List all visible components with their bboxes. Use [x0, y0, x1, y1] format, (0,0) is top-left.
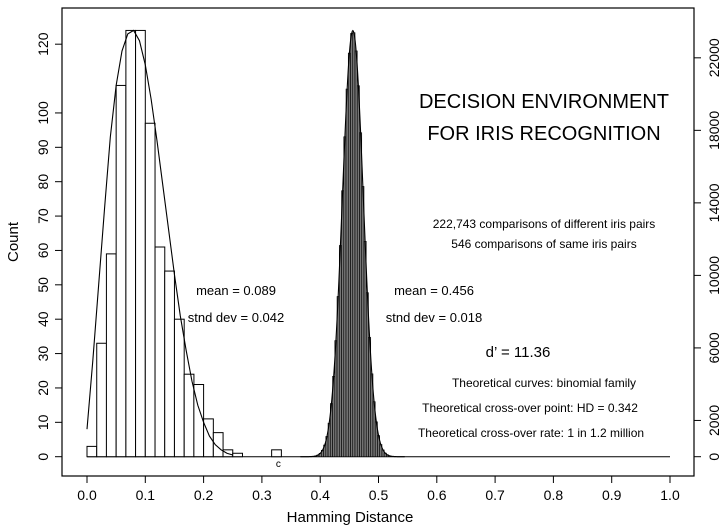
y-left-axis-ticks: 0 10 20 30 40 50 60 70 80 90 100 120 [35, 32, 62, 461]
same-mean-label: mean = 0.089 [196, 283, 276, 298]
chart-title-line1: DECISION ENVIRONMENT [419, 91, 669, 113]
same-iris-bar [164, 270, 175, 458]
y-right-tick-label: 2000 [706, 405, 722, 436]
y-left-tick-label: 20 [35, 380, 51, 396]
same-iris-bar [144, 122, 156, 458]
different-iris-bar [341, 190, 345, 458]
crossover-marker: c [276, 459, 281, 470]
theory-curves-note: Theoretical curves: binomial family [452, 376, 636, 390]
y-left-tick-label: 120 [35, 32, 51, 56]
y-left-tick-label: 0 [35, 453, 51, 461]
same-iris-bar [105, 253, 117, 458]
y-left-tick-label: 10 [35, 414, 51, 430]
same-iris-bar [135, 29, 146, 458]
y-right-tick-label: 14000 [706, 183, 722, 222]
same-iris-bar [173, 318, 185, 458]
same-iris-bar [232, 452, 243, 458]
same-sd-label: stnd dev = 0.042 [188, 310, 285, 325]
dprime-label: d’ = 11.36 [486, 344, 551, 361]
different-iris-bar [345, 88, 349, 458]
same-comparisons-note: 546 comparisons of same iris pairs [451, 237, 636, 251]
x-tick-label: 1.0 [660, 487, 680, 503]
x-axis-ticks: 0.0 0.1 0.2 0.3 0.4 0.5 0.6 0.7 0.8 0.9 1.0 [77, 476, 680, 503]
different-iris-bar [363, 241, 367, 457]
same-iris-bar [115, 84, 127, 458]
different-iris-bar [352, 32, 356, 457]
different-comparisons-note: 222,743 comparisons of different iris pa… [433, 217, 656, 231]
different-iris-bar [359, 132, 363, 457]
y-axis-label: Count [5, 221, 22, 262]
y-right-axis-ticks: 0 2000 6000 10000 14000 18000 22000 [694, 38, 722, 461]
different-iris-bar [361, 186, 365, 458]
same-iris-bar [183, 373, 195, 458]
same-iris-bar [212, 432, 224, 458]
x-axis-label: Hamming Distance [287, 509, 414, 526]
different-iris-bar [343, 136, 347, 458]
different-iris-bar [356, 85, 360, 457]
y-right-tick-label: 6000 [706, 332, 722, 363]
x-tick-label: 0.9 [602, 487, 622, 503]
y-right-tick-label: 18000 [706, 111, 722, 150]
different-iris-histogram [312, 32, 394, 458]
y-left-tick-label: 30 [35, 346, 51, 362]
theory-crossover-point-note: Theoretical cross-over point: HD = 0.342 [422, 401, 638, 415]
y-left-tick-label: 70 [35, 208, 51, 224]
different-iris-theoretical-curve [300, 29, 405, 458]
y-left-tick-label: 60 [35, 242, 51, 258]
different-iris-bar [338, 245, 342, 457]
x-tick-label: 0.5 [369, 487, 389, 503]
y-left-tick-label: 50 [35, 277, 51, 293]
x-tick-label: 0.6 [427, 487, 447, 503]
y-left-tick-label: 90 [35, 139, 51, 155]
x-tick-label: 0.4 [310, 487, 330, 503]
same-iris-bar [96, 342, 107, 458]
same-iris-bar [86, 445, 98, 458]
y-right-tick-label: 10000 [706, 256, 722, 295]
y-left-tick-label: 80 [35, 174, 51, 190]
y-right-tick-label: 22000 [706, 38, 722, 77]
x-tick-label: 0.2 [194, 487, 214, 503]
different-iris-bar [354, 50, 358, 457]
same-iris-bar [125, 29, 137, 458]
y-right-tick-label: 0 [706, 453, 722, 461]
y-left-tick-label: 100 [35, 101, 51, 125]
x-tick-label: 0.7 [485, 487, 505, 503]
theory-crossover-rate-note: Theoretical cross-over rate: 1 in 1.2 mi… [418, 426, 644, 440]
x-tick-label: 0.3 [252, 487, 272, 503]
same-iris-bar [154, 246, 166, 458]
y-left-tick-label: 40 [35, 311, 51, 327]
x-tick-label: 0.1 [136, 487, 156, 503]
x-tick-label: 0.0 [77, 487, 97, 503]
different-sd-label: stnd dev = 0.018 [386, 310, 483, 325]
chart-title-line2: FOR IRIS RECOGNITION [427, 123, 660, 145]
same-iris-theoretical-curve [86, 29, 233, 456]
different-iris-bar [347, 52, 351, 457]
x-tick-label: 0.8 [544, 487, 564, 503]
same-iris-bar [271, 449, 282, 458]
same-iris-histogram [86, 29, 282, 458]
different-iris-bar [350, 33, 354, 458]
different-mean-label: mean = 0.456 [394, 283, 474, 298]
